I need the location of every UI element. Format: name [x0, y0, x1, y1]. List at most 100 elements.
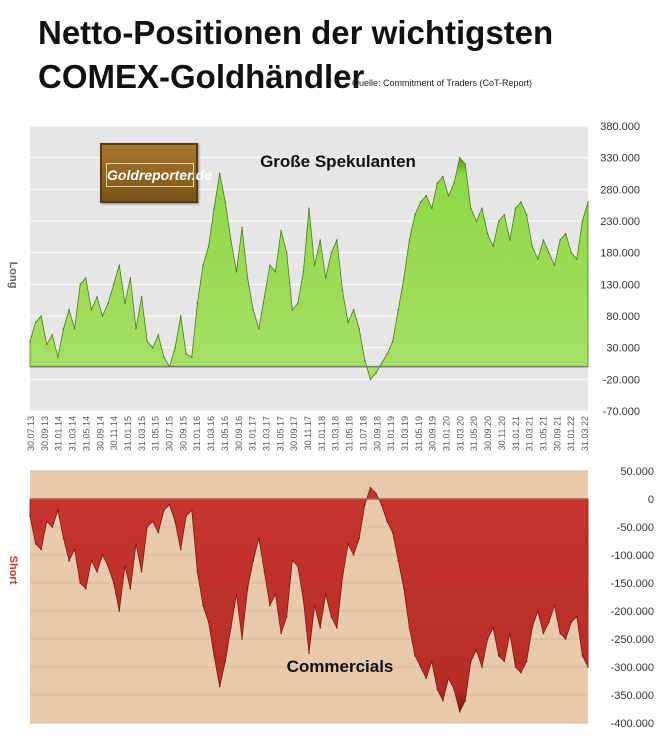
- data-point: [241, 226, 243, 229]
- data-point: [464, 163, 467, 165]
- data-point: [45, 343, 48, 346]
- data-point: [263, 296, 266, 298]
- data-point: [475, 649, 478, 651]
- data-point: [252, 308, 254, 311]
- data-point: [274, 593, 277, 595]
- data-point: [96, 571, 98, 573]
- data-point: [336, 627, 338, 629]
- data-point: [185, 515, 187, 517]
- data-point: [40, 315, 42, 317]
- data-point: [369, 378, 372, 381]
- x-tick-label: 30.09.15: [178, 416, 188, 451]
- data-point: [330, 251, 333, 254]
- data-point: [163, 356, 165, 359]
- data-point: [157, 334, 160, 336]
- y-tick-label: -200.000: [611, 606, 654, 618]
- data-point: [408, 239, 411, 241]
- data-point: [252, 559, 254, 562]
- data-point: [140, 296, 143, 298]
- data-point: [246, 587, 249, 590]
- data-point: [581, 655, 584, 657]
- data-point: [514, 666, 517, 668]
- data-point: [475, 220, 478, 222]
- y-tick-label: 380.000: [600, 121, 640, 133]
- data-point: [509, 632, 511, 635]
- data-point: [174, 346, 176, 349]
- x-tick-label: 31.05.14: [81, 416, 91, 451]
- data-point: [576, 615, 578, 618]
- data-point: [302, 270, 305, 273]
- data-point: [174, 520, 176, 523]
- data-point: [62, 327, 65, 330]
- data-point: [341, 576, 344, 579]
- data-point: [73, 548, 76, 551]
- y-tick-label: -400.000: [611, 718, 654, 730]
- data-point: [336, 239, 338, 241]
- x-tick-label: 30.09.13: [40, 416, 50, 451]
- data-point: [124, 565, 126, 567]
- data-point: [419, 666, 422, 668]
- y-tick-label: -300.000: [611, 662, 654, 674]
- data-point: [51, 526, 54, 528]
- data-point: [453, 182, 455, 184]
- data-point: [520, 671, 522, 674]
- data-point: [308, 652, 310, 654]
- data-point: [386, 520, 388, 523]
- data-point: [218, 172, 221, 175]
- data-point: [564, 638, 567, 640]
- data-point: [386, 353, 388, 355]
- data-point: [587, 201, 589, 203]
- data-point: [112, 582, 115, 584]
- data-point: [458, 156, 461, 159]
- data-point: [358, 327, 361, 330]
- data-point: [291, 559, 294, 562]
- y-tick-label: -250.000: [611, 634, 654, 646]
- data-point: [168, 503, 171, 506]
- x-tick-label: 31.05.15: [151, 416, 161, 451]
- data-point: [79, 283, 81, 286]
- data-point: [537, 610, 539, 612]
- data-point: [68, 559, 70, 562]
- y-tick-label: -70.000: [603, 406, 640, 418]
- data-point: [90, 559, 93, 562]
- data-point: [481, 666, 483, 668]
- data-point: [308, 207, 310, 210]
- data-point: [179, 315, 182, 317]
- goldreporter-logo: Goldreporter.de: [100, 143, 212, 203]
- x-tick-label: 31.01.22: [566, 416, 576, 451]
- data-point: [470, 207, 472, 210]
- x-tick-label: 30.09.17: [289, 416, 299, 451]
- y-tick-label: -50.000: [617, 522, 654, 534]
- data-point: [269, 604, 271, 607]
- data-point: [152, 520, 154, 523]
- data-point: [124, 302, 126, 305]
- data-point: [470, 660, 472, 663]
- data-point: [464, 699, 467, 702]
- data-point: [531, 245, 533, 248]
- data-point: [352, 554, 355, 556]
- data-point: [497, 655, 500, 657]
- x-tick-label: 30.07.13: [26, 416, 36, 451]
- data-point: [347, 543, 349, 545]
- x-tick-label: 31.01.18: [317, 416, 327, 451]
- data-point: [62, 537, 65, 539]
- data-point: [157, 531, 160, 534]
- data-point: [324, 277, 327, 279]
- data-point: [492, 245, 494, 248]
- y-tick-label: -20.000: [603, 374, 640, 386]
- data-point: [503, 660, 506, 663]
- data-point: [302, 599, 305, 601]
- x-tick-label: 31.01.14: [54, 416, 64, 451]
- x-tick-label: 31.05.20: [469, 416, 479, 451]
- data-point: [230, 627, 232, 629]
- y-tick-label: -100.000: [611, 550, 654, 562]
- data-point: [364, 503, 366, 506]
- data-point: [431, 660, 433, 663]
- data-point: [285, 615, 288, 618]
- data-point: [375, 372, 377, 374]
- data-point: [45, 520, 48, 523]
- data-point: [34, 321, 37, 324]
- data-point: [146, 526, 148, 528]
- data-point: [537, 258, 539, 260]
- data-point: [297, 302, 299, 305]
